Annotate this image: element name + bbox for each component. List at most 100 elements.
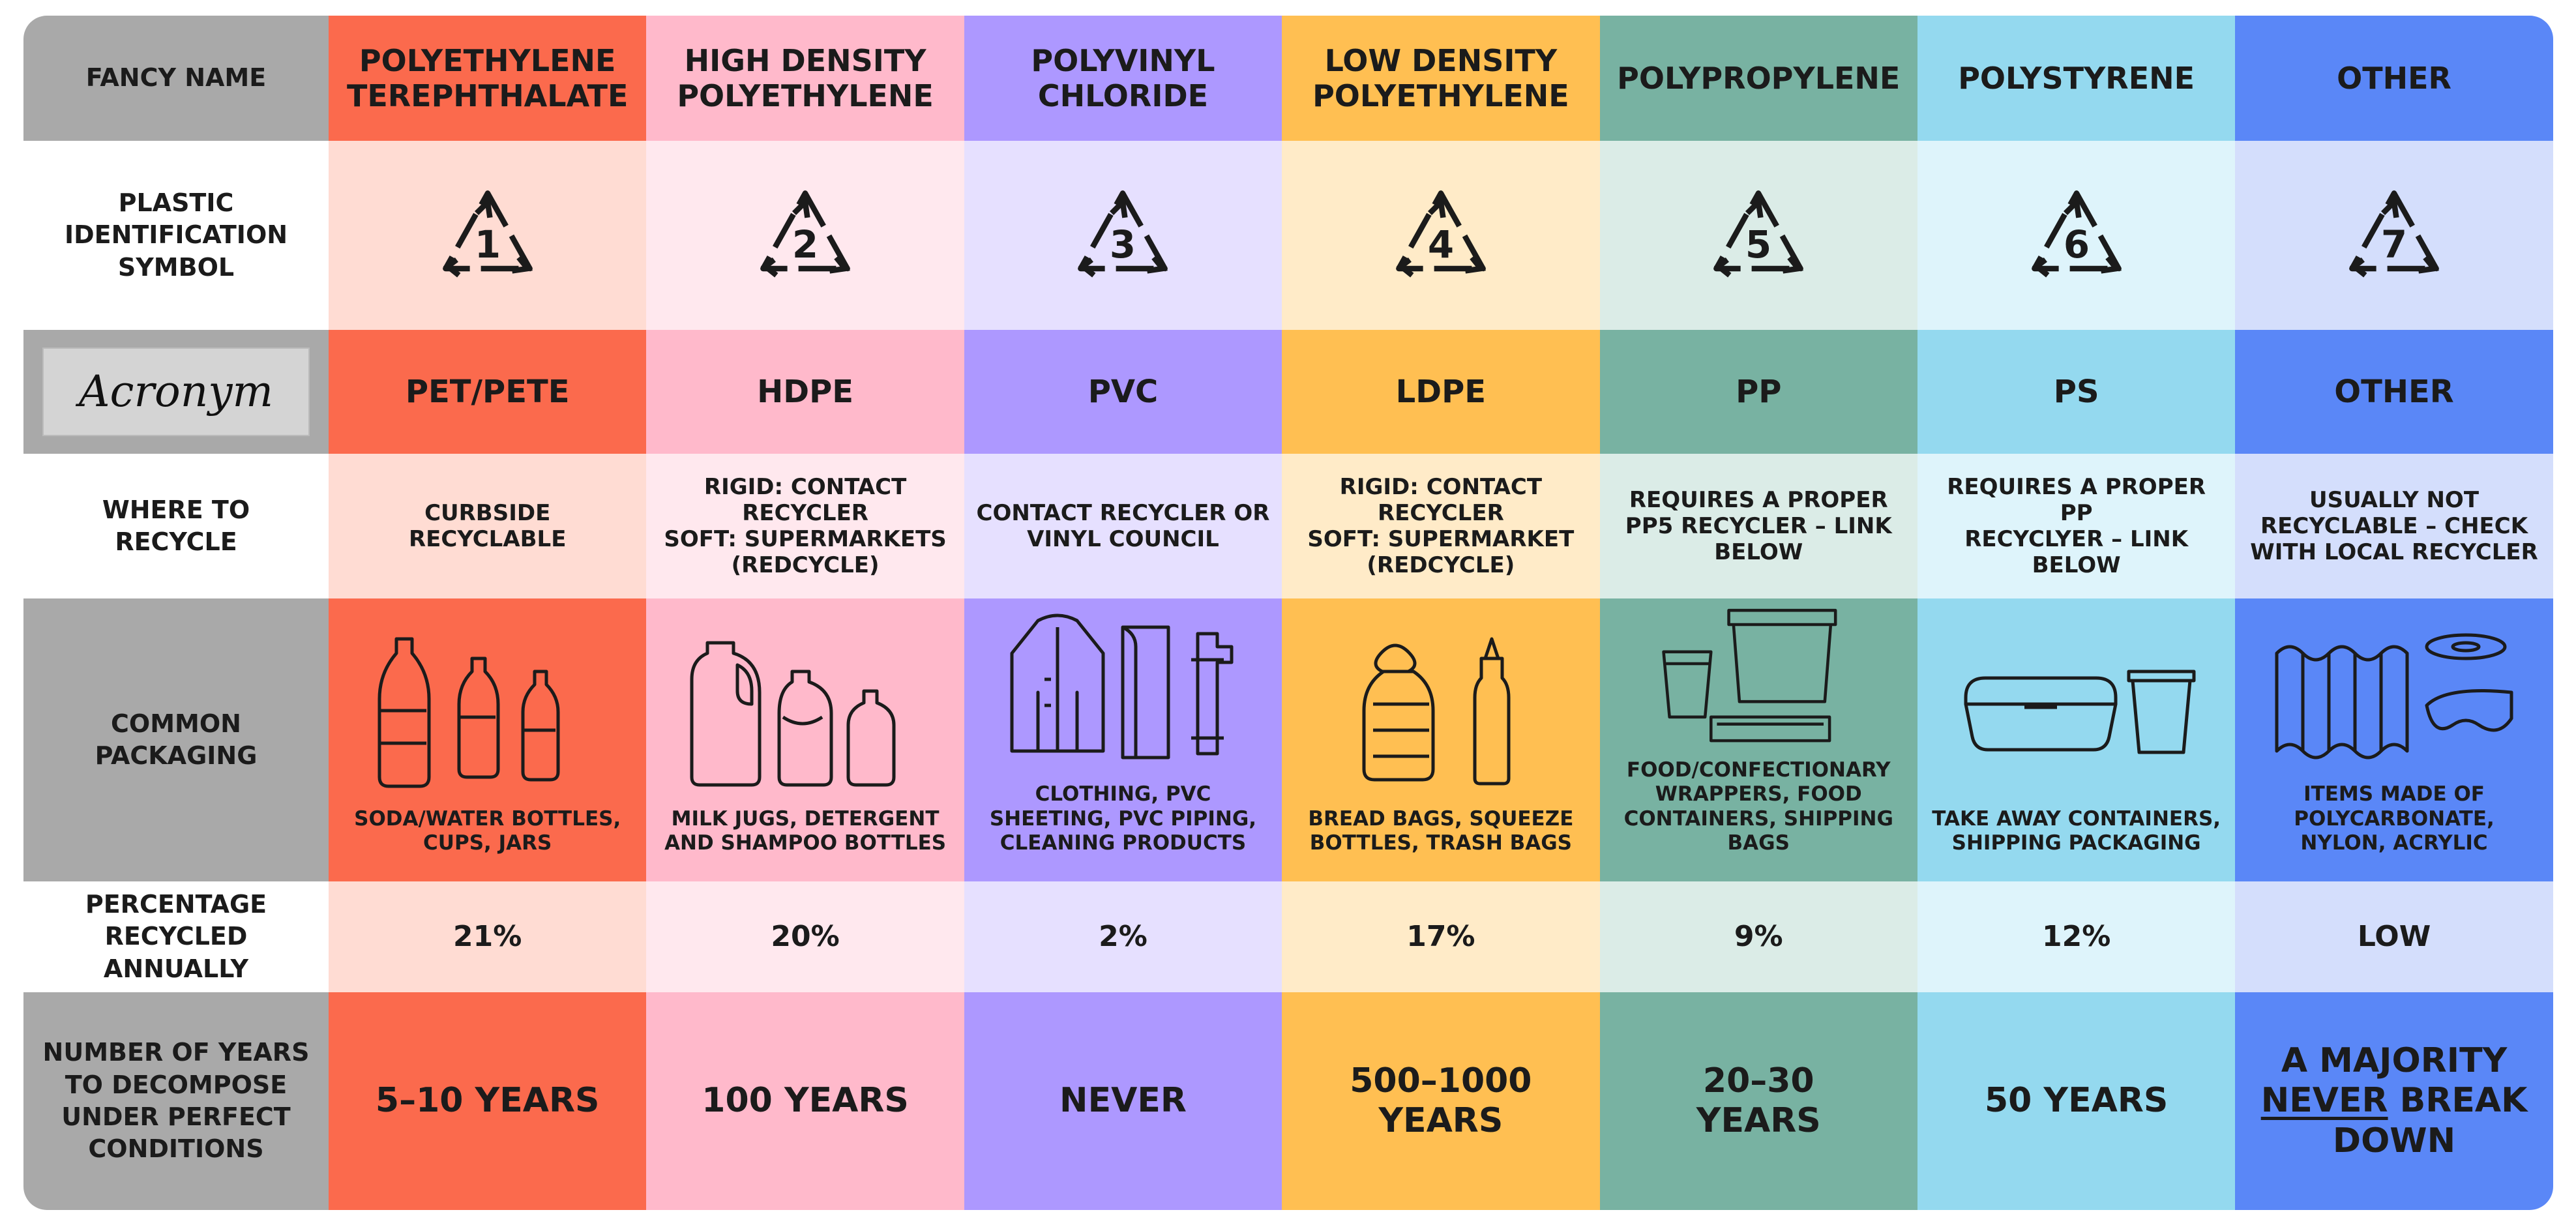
recycle-arrow-b bbox=[1464, 256, 1487, 274]
fancy-name-other: OTHER bbox=[2235, 16, 2553, 141]
recycle-arrow-b bbox=[829, 256, 851, 274]
resin-code-number: 4 bbox=[1428, 222, 1454, 267]
sheet-goggles-icon bbox=[2275, 633, 2513, 760]
percentage-ldpe: 17% bbox=[1282, 881, 1600, 992]
years-pp: 20–30 YEARS bbox=[1599, 992, 1917, 1210]
containers-icon bbox=[1662, 608, 1837, 743]
acronym-pvc: PVC bbox=[964, 330, 1282, 454]
recycle-arrow-a bbox=[1427, 196, 1446, 218]
recycle-arrow-b bbox=[2418, 256, 2440, 274]
packaging-hdpe: MILK JUGS, DETERGENT AND SHAMPOO BOTTLES bbox=[646, 598, 964, 881]
recycle-arrow-a bbox=[1745, 196, 1764, 218]
fancy-name-pp: POLYPROPYLENE bbox=[1599, 16, 1917, 141]
percentage-pvc: 2% bbox=[964, 881, 1282, 992]
row-label-years: NUMBER OF YEARS TO DECOMPOSE UNDER PERFE… bbox=[23, 992, 329, 1210]
symbol-cell-pet: 1 bbox=[329, 141, 647, 330]
recycle-arrow-c bbox=[1078, 258, 1096, 278]
recycle-arrow-c bbox=[2032, 258, 2050, 278]
acronym-hdpe: HDPE bbox=[646, 330, 964, 454]
recycle-arrow-a bbox=[792, 196, 810, 218]
packaging-caption-hdpe: MILK JUGS, DETERGENT AND SHAMPOO BOTTLES bbox=[664, 806, 947, 855]
where-pvc: CONTACT RECYCLER OR VINYL COUNCIL bbox=[964, 454, 1282, 598]
years-ldpe: 500–1000 YEARS bbox=[1282, 992, 1600, 1210]
packaging-ldpe: BREAD BAGS, SQUEEZE BOTTLES, TRASH BAGS bbox=[1282, 598, 1600, 881]
bottles-icon bbox=[378, 637, 560, 788]
packaging-ps: TAKE AWAY CONTAINERS, SHIPPING PACKAGING bbox=[1917, 598, 2236, 881]
percentage-pp: 9% bbox=[1599, 881, 1917, 992]
recycle-arrow-b bbox=[511, 256, 533, 274]
row-label-acronym: Acronym bbox=[42, 347, 310, 436]
row-label-acronym-cell: Acronym bbox=[23, 330, 329, 454]
years-other-line1: A MAJORITY bbox=[2281, 1041, 2508, 1080]
plastic-types-table: FANCY NAME POLYETHYLENE TEREPHTHALATE HI… bbox=[23, 16, 2553, 1210]
resin-code-number: 2 bbox=[792, 222, 818, 267]
years-hdpe: 100 YEARS bbox=[646, 992, 964, 1210]
symbol-cell-hdpe: 2 bbox=[646, 141, 964, 330]
years-pvc: NEVER bbox=[964, 992, 1282, 1210]
resin-code-number: 3 bbox=[1110, 222, 1136, 267]
takeaway-box-icon bbox=[1964, 670, 2196, 754]
fancy-name-hdpe: HIGH DENSITY POLYETHYLENE bbox=[646, 16, 964, 141]
recycle-arrow-a bbox=[1110, 196, 1129, 218]
recycle-arrow-b bbox=[2100, 256, 2122, 274]
fancy-name-ps: POLYSTYRENE bbox=[1917, 16, 2236, 141]
years-other-break: BREAK bbox=[2388, 1081, 2528, 1121]
recycle-symbol-icon: 5 bbox=[1713, 190, 1804, 278]
years-other: A MAJORITY NEVER BREAK DOWN bbox=[2235, 992, 2553, 1210]
percentage-pet: 21% bbox=[329, 881, 647, 992]
jugs-icon bbox=[690, 641, 896, 787]
years-other-line3: DOWN bbox=[2332, 1121, 2456, 1160]
recycle-symbol-icon: 7 bbox=[2349, 190, 2440, 278]
years-pet: 5–10 YEARS bbox=[329, 992, 647, 1210]
row-label-symbol: PLASTIC IDENTIFICATION SYMBOL bbox=[23, 141, 329, 330]
row-label-packaging: COMMON PACKAGING bbox=[23, 598, 329, 881]
packaging-caption-pvc: CLOTHING, PVC SHEETING, PVC PIPING, CLEA… bbox=[989, 782, 1257, 855]
symbol-cell-ps: 6 bbox=[1917, 141, 2236, 330]
recycle-arrow-a bbox=[2381, 196, 2399, 218]
symbol-cell-other: 7 bbox=[2235, 141, 2553, 330]
years-other-never: NEVER bbox=[2260, 1081, 2388, 1121]
packaging-caption-pp: FOOD/CONFECTIONARY WRAPPERS, FOOD CONTAI… bbox=[1623, 758, 1893, 855]
fancy-name-pet: POLYETHYLENE TEREPHTHALATE bbox=[329, 16, 647, 141]
bread-bag-icon bbox=[1362, 637, 1511, 786]
where-hdpe: RIGID: CONTACT RECYCLER SOFT: SUPERMARKE… bbox=[646, 454, 964, 598]
packaging-caption-ldpe: BREAD BAGS, SQUEEZE BOTTLES, TRASH BAGS bbox=[1308, 806, 1574, 855]
where-pp: REQUIRES A PROPER PP5 RECYCLER – LINK BE… bbox=[1599, 454, 1917, 598]
resin-code-number: 1 bbox=[475, 222, 501, 267]
recycle-arrow-c bbox=[760, 258, 778, 278]
where-other: USUALLY NOT RECYCLABLE – CHECK WITH LOCA… bbox=[2235, 454, 2553, 598]
recycle-arrow-a bbox=[2063, 196, 2082, 218]
symbol-cell-pvc: 3 bbox=[964, 141, 1282, 330]
packaging-caption-pet: SODA/WATER BOTTLES, CUPS, JARS bbox=[354, 806, 621, 855]
percentage-ps: 12% bbox=[1917, 881, 2236, 992]
fancy-name-pvc: POLYVINYL CHLORIDE bbox=[964, 16, 1282, 141]
recycle-arrow-b bbox=[1783, 256, 1804, 274]
packaging-pp: FOOD/CONFECTIONARY WRAPPERS, FOOD CONTAI… bbox=[1599, 598, 1917, 881]
acronym-ldpe: LDPE bbox=[1282, 330, 1600, 454]
where-pet: CURBSIDE RECYCLABLE bbox=[329, 454, 647, 598]
resin-code-number: 6 bbox=[2064, 222, 2090, 267]
recycle-symbol-icon: 6 bbox=[2031, 190, 2122, 278]
acronym-pet: PET/PETE bbox=[329, 330, 647, 454]
raincoat-pipe-icon bbox=[1010, 614, 1234, 760]
fancy-name-ldpe: LOW DENSITY POLYETHYLENE bbox=[1282, 16, 1600, 141]
where-ps: REQUIRES A PROPER PP RECYCLYER – LINK BE… bbox=[1917, 454, 2236, 598]
recycle-arrow-c bbox=[443, 258, 461, 278]
recycle-arrow-a bbox=[474, 196, 493, 218]
recycle-symbol-icon: 3 bbox=[1078, 190, 1168, 278]
recycle-symbol-icon: 2 bbox=[760, 190, 851, 278]
acronym-other: OTHER bbox=[2235, 330, 2553, 454]
packaging-caption-ps: TAKE AWAY CONTAINERS, SHIPPING PACKAGING bbox=[1932, 806, 2221, 855]
packaging-pvc: CLOTHING, PVC SHEETING, PVC PIPING, CLEA… bbox=[964, 598, 1282, 881]
where-ldpe: RIGID: CONTACT RECYCLER SOFT: SUPERMARKE… bbox=[1282, 454, 1600, 598]
recycle-arrow-b bbox=[1147, 256, 1168, 274]
packaging-pet: SODA/WATER BOTTLES, CUPS, JARS bbox=[329, 598, 647, 881]
recycle-arrow-c bbox=[1396, 258, 1414, 278]
recycle-arrow-c bbox=[2349, 258, 2367, 278]
packaging-caption-other: ITEMS MADE OF POLYCARBONATE, NYLON, ACRY… bbox=[2294, 782, 2495, 855]
recycle-symbol-icon: 1 bbox=[442, 190, 533, 278]
acronym-pp: PP bbox=[1599, 330, 1917, 454]
resin-code-number: 5 bbox=[1745, 222, 1771, 267]
percentage-other: LOW bbox=[2235, 881, 2553, 992]
symbol-cell-pp: 5 bbox=[1599, 141, 1917, 330]
